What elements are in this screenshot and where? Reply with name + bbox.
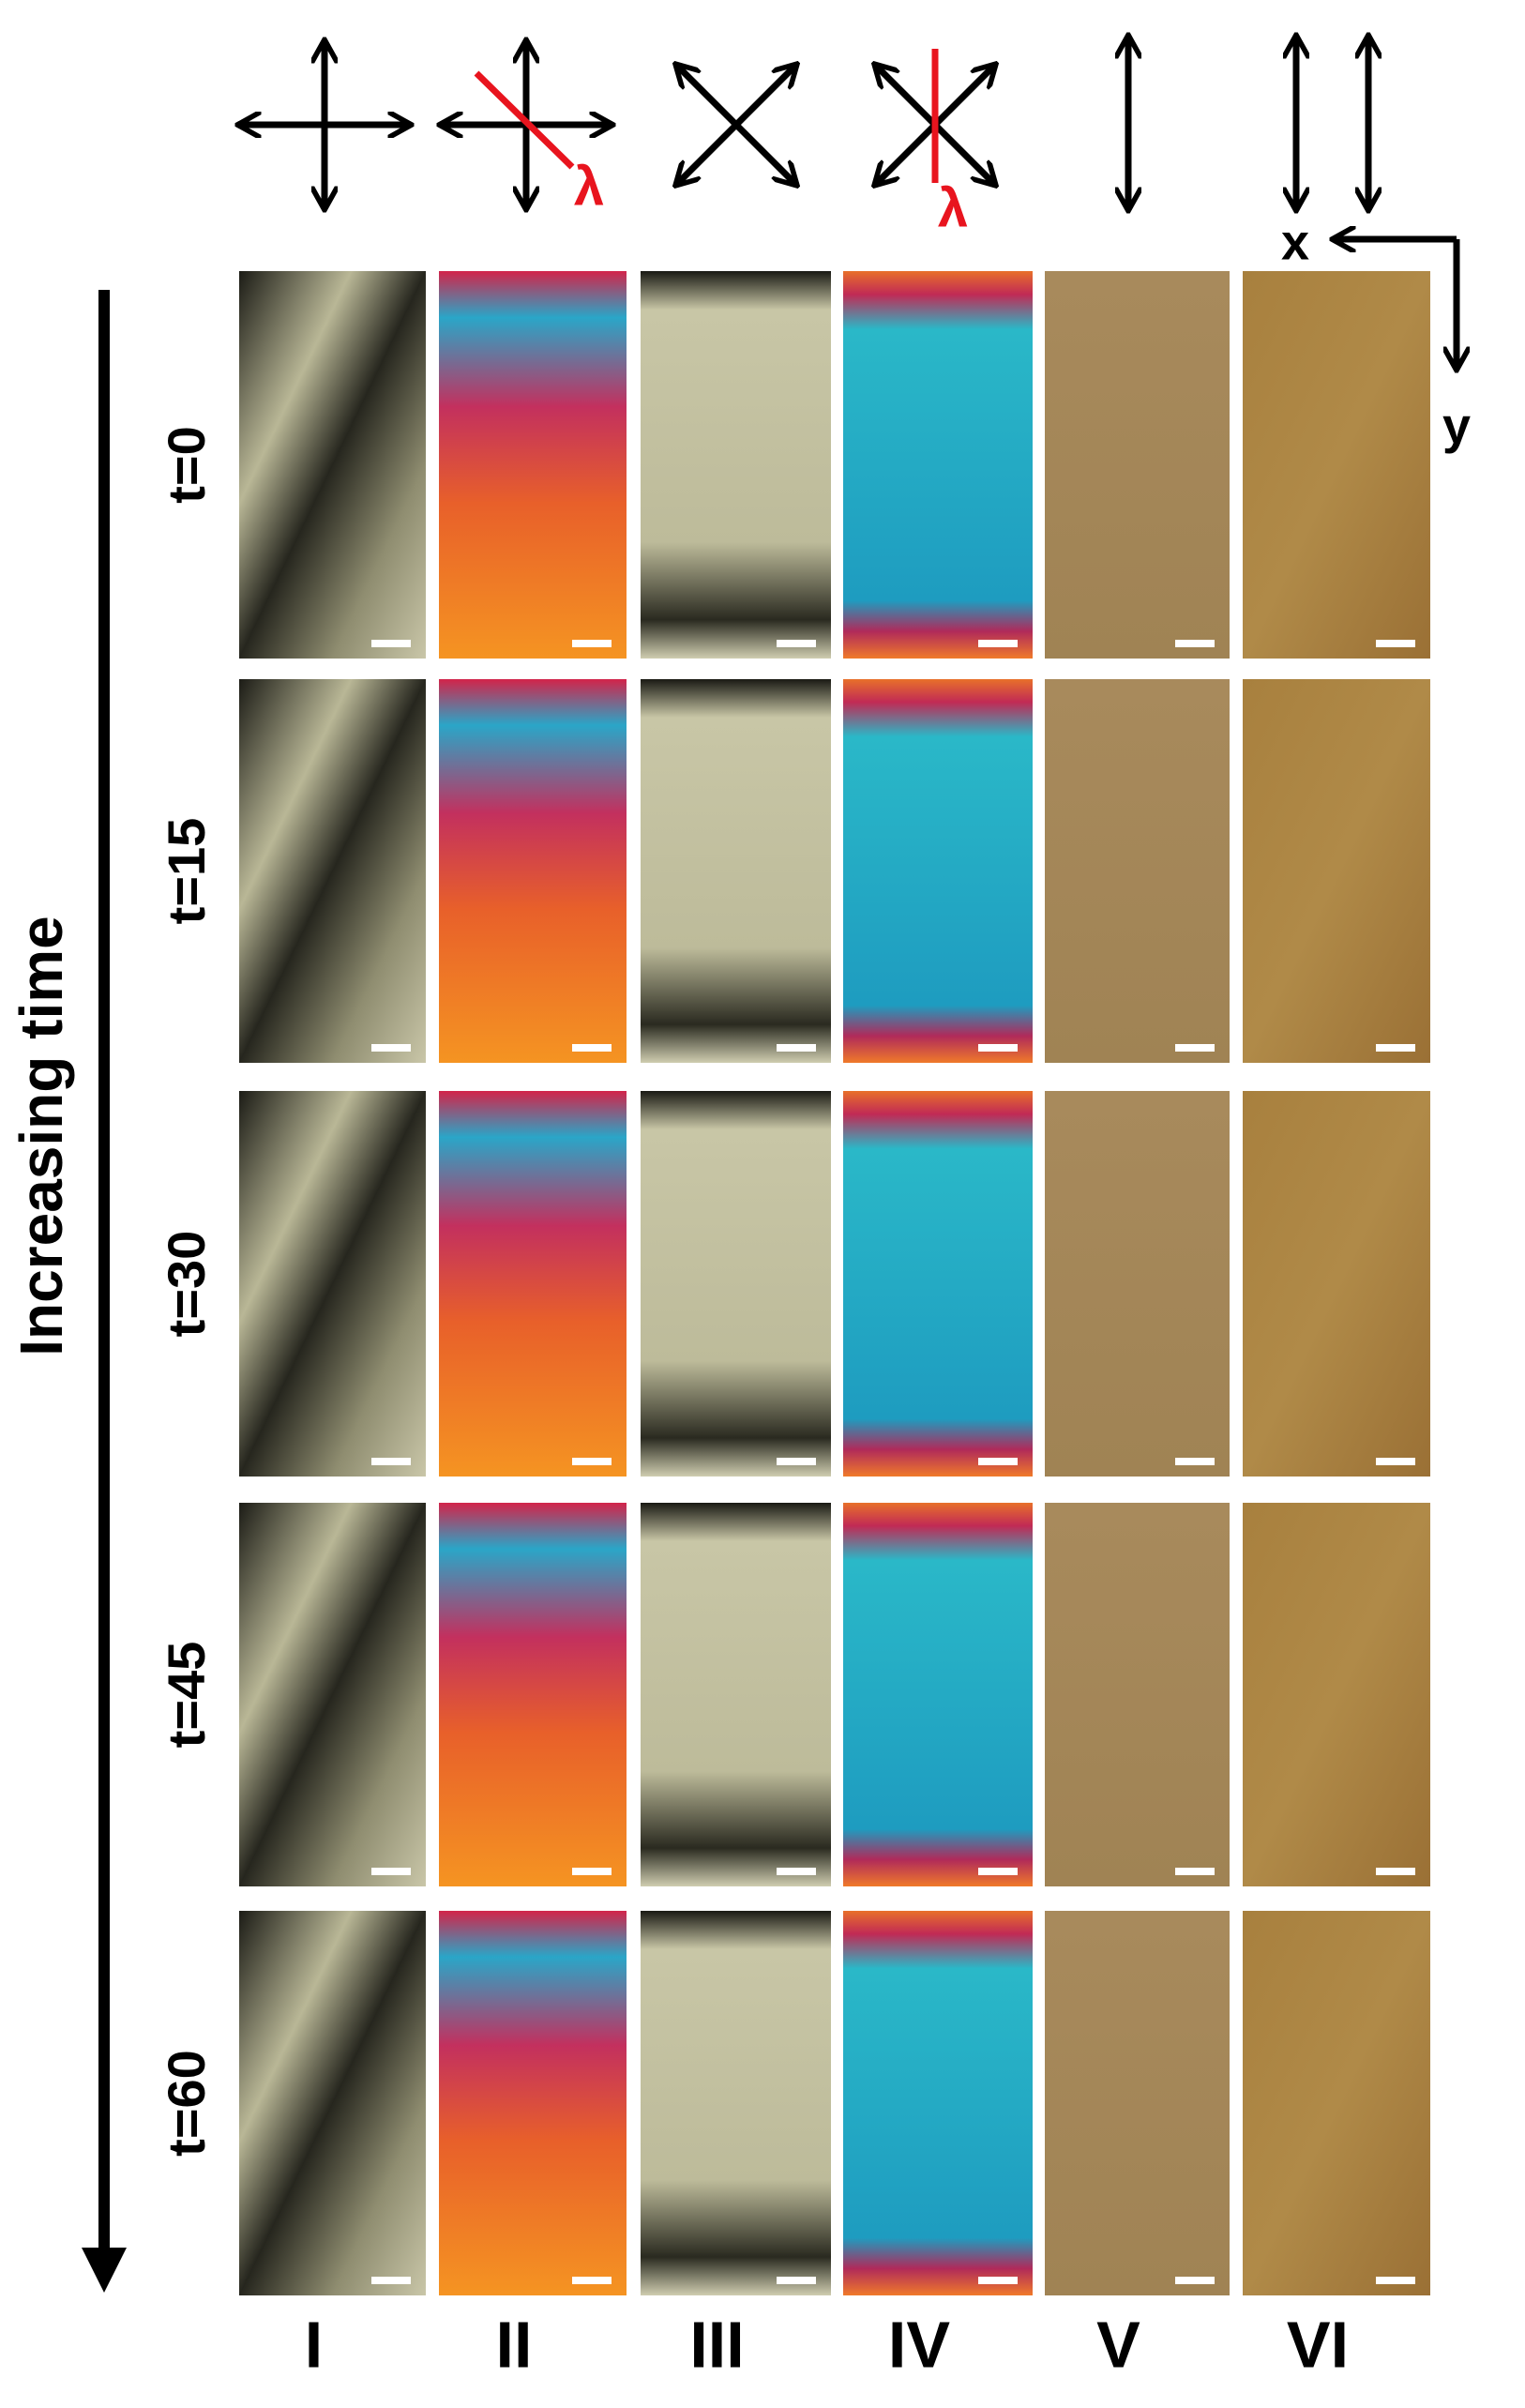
scale-bar	[978, 640, 1018, 647]
micrograph-panel	[843, 679, 1033, 1063]
column-label: VI	[1287, 2308, 1349, 2381]
micrograph-panel	[1243, 1503, 1430, 1886]
micrograph-panel	[1045, 1091, 1230, 1477]
scale-bar	[572, 1044, 612, 1052]
micrograph-panel	[1045, 1911, 1230, 2295]
micrograph-panel	[843, 271, 1033, 659]
row-label: t=45	[157, 1642, 216, 1749]
micrograph-panel	[843, 1091, 1033, 1477]
scale-bar	[777, 640, 816, 647]
micrograph-panel	[1045, 1503, 1230, 1886]
micrograph-panel	[1243, 271, 1430, 659]
micrograph-panel	[1045, 271, 1230, 659]
column-label: IV	[888, 2308, 950, 2381]
scale-bar	[572, 1868, 612, 1875]
column-label: V	[1096, 2308, 1140, 2381]
micrograph-panel	[439, 1091, 627, 1477]
scale-bar	[371, 1044, 411, 1052]
micrograph-panel	[641, 1503, 831, 1886]
scale-bar	[777, 1044, 816, 1052]
time-axis-label: Increasing time	[8, 916, 75, 1356]
scale-bar	[978, 2277, 1018, 2284]
scale-bar	[572, 2277, 612, 2284]
row-label: t=30	[157, 1231, 216, 1338]
scale-bar	[777, 1868, 816, 1875]
row-label: t=0	[157, 426, 216, 504]
scale-bar	[1376, 1458, 1415, 1465]
scale-bar	[978, 1458, 1018, 1465]
lambda-label: λ	[938, 177, 968, 238]
micrograph-panel	[239, 271, 426, 659]
micrograph-panel	[439, 271, 627, 659]
scale-bar	[371, 2277, 411, 2284]
scale-bar	[1175, 1868, 1215, 1875]
micrograph-panel	[1243, 1091, 1430, 1477]
micrograph-panel	[843, 1503, 1033, 1886]
scale-bar	[1175, 2277, 1215, 2284]
micrograph-panel	[1243, 679, 1430, 1063]
scale-bar	[777, 1458, 816, 1465]
scale-bar	[1175, 640, 1215, 647]
row-label: t=60	[157, 2050, 216, 2157]
axis-x-label: x	[1281, 214, 1309, 270]
column-label: II	[496, 2308, 533, 2381]
scale-bar	[1376, 2277, 1415, 2284]
micrograph-panel	[239, 1091, 426, 1477]
micrograph-panel	[439, 679, 627, 1063]
scale-bar	[1376, 1868, 1415, 1875]
scale-bar	[1175, 1458, 1215, 1465]
axis-y-label: y	[1442, 398, 1471, 454]
micrograph-panel	[239, 1503, 426, 1886]
column-label: III	[689, 2308, 744, 2381]
scale-bar	[978, 1868, 1018, 1875]
micrograph-panel	[239, 679, 426, 1063]
micrograph-panel	[641, 271, 831, 659]
row-label: t=15	[157, 818, 216, 925]
scale-bar	[1175, 1044, 1215, 1052]
scale-bar	[978, 1044, 1018, 1052]
scale-bar	[572, 640, 612, 647]
micrograph-panel	[641, 1911, 831, 2295]
scale-bar	[1376, 640, 1415, 647]
scale-bar	[371, 1458, 411, 1465]
micrograph-panel	[439, 1503, 627, 1886]
scale-bar	[371, 1868, 411, 1875]
lambda-label: λ	[574, 156, 604, 217]
micrograph-panel	[641, 1091, 831, 1477]
scale-bar	[371, 640, 411, 647]
micrograph-panel	[1243, 1911, 1430, 2295]
scale-bar	[1376, 1044, 1415, 1052]
micrograph-panel	[1045, 679, 1230, 1063]
micrograph-panel	[239, 1911, 426, 2295]
micrograph-panel	[843, 1911, 1033, 2295]
column-label: I	[305, 2308, 323, 2381]
polarizer-icons	[240, 38, 1457, 368]
scale-bar	[777, 2277, 816, 2284]
micrograph-panel	[641, 679, 831, 1063]
scale-bar	[572, 1458, 612, 1465]
micrograph-panel	[439, 1911, 627, 2295]
